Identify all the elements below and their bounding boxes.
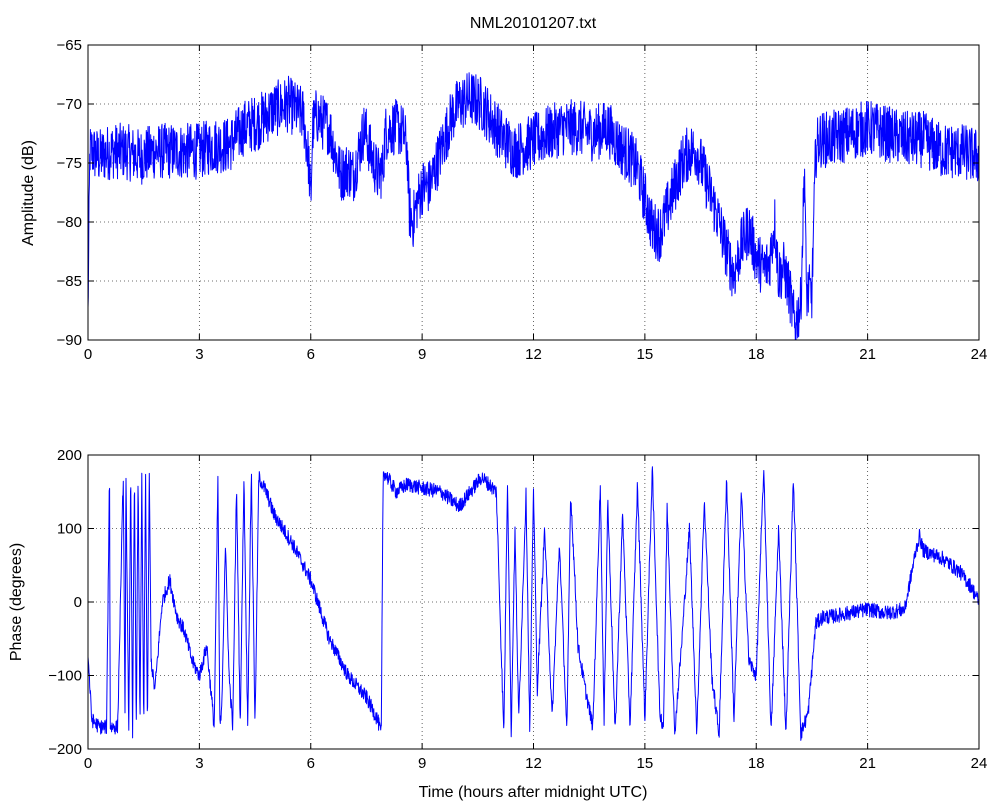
x-tick-label: 6 <box>307 346 315 363</box>
x-tick-label: 24 <box>971 755 988 772</box>
y-tick-label: 100 <box>57 521 82 538</box>
y-tick-label: −75 <box>57 155 82 172</box>
x-tick-label: 3 <box>195 346 203 363</box>
y-tick-label: −70 <box>57 96 82 113</box>
y-axis-label: Amplitude (dB) <box>20 140 37 246</box>
y-tick-label: −65 <box>57 37 82 54</box>
x-tick-label: 21 <box>859 346 876 363</box>
x-tick-label: 3 <box>195 755 203 772</box>
y-tick-label: −200 <box>48 741 82 758</box>
y-tick-label: −90 <box>57 332 82 349</box>
series-line <box>87 466 980 741</box>
y-tick-label: −80 <box>57 214 82 231</box>
phase-plot: Phase (degrees) Time (hours after midnig… <box>8 447 987 801</box>
y-tick-label: −85 <box>57 273 82 290</box>
x-tick-label: 15 <box>637 755 654 772</box>
chart-title: NML20101207.txt <box>470 15 597 32</box>
y-tick-label: 0 <box>74 594 82 611</box>
x-tick-label: 9 <box>418 755 426 772</box>
x-axis-label: Time (hours after midnight UTC) <box>419 784 648 801</box>
x-tick-label: 18 <box>748 755 765 772</box>
x-tick-label: 12 <box>525 755 542 772</box>
x-tick-label: 24 <box>971 346 988 363</box>
x-tick-label: 21 <box>859 755 876 772</box>
y-tick-label: −100 <box>48 668 82 685</box>
y-axis-label: Phase (degrees) <box>8 543 25 661</box>
x-tick-label: 18 <box>748 346 765 363</box>
series-line <box>87 72 980 341</box>
x-tick-label: 0 <box>84 755 92 772</box>
y-tick-label: 200 <box>57 447 82 464</box>
x-tick-label: 12 <box>525 346 542 363</box>
x-tick-label: 9 <box>418 346 426 363</box>
x-tick-label: 6 <box>307 755 315 772</box>
x-tick-label: 15 <box>637 346 654 363</box>
x-tick-label: 0 <box>84 346 92 363</box>
amplitude-plot: NML20101207.txt Amplitude (dB) 0 3 6 9 12 15 1… <box>20 15 987 363</box>
